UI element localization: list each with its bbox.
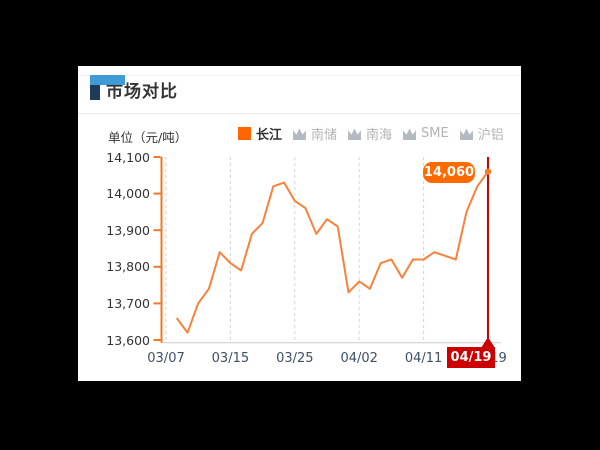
unit-label: 单位（元/吨） (108, 130, 188, 145)
legend-label: 沪铝 (477, 128, 504, 143)
mini-chart-icon (348, 128, 362, 140)
title-corner-bar-icon (90, 75, 125, 85)
legend-label: 南海 (366, 128, 393, 143)
legend-label: 长江 (256, 128, 283, 143)
y-axis-tick-label: 14,100 (106, 149, 150, 165)
card-top-divider (78, 75, 521, 76)
x-axis-tick-label: 03/25 (276, 351, 314, 366)
orange-square-icon (238, 127, 251, 140)
current-date-marker (480, 157, 495, 348)
mini-chart-icon (293, 128, 307, 140)
legend-item-sme[interactable]: SME (403, 126, 449, 141)
mini-chart-icon (403, 128, 417, 140)
last-point-dot (484, 168, 492, 175)
market-comparison-card: 市场对比 单位（元/吨） 长江 南储 南海 SME 沪铝 14,100 14,0… (78, 66, 521, 381)
y-axis-tick-label: 14,000 (106, 186, 150, 202)
legend-item-changjiang[interactable]: 长江 (238, 124, 282, 143)
title-corner-square-icon (90, 85, 100, 100)
page-title: 市场对比 (106, 82, 178, 102)
y-axis-tick-label: 13,800 (106, 259, 150, 275)
legend-item-nanchu[interactable]: 南储 (293, 124, 337, 143)
legend-label: 南储 (311, 128, 338, 143)
y-axis-tick-label: 13,700 (106, 295, 150, 311)
y-axis-tick-label: 13,900 (106, 222, 150, 238)
legend-item-nanhai[interactable]: 南海 (348, 124, 392, 143)
x-axis-tick-label: 03/15 (211, 351, 250, 366)
legend-item-hulv[interactable]: 沪铝 (459, 124, 504, 143)
current-date-badge: 04/19 (447, 347, 495, 368)
legend-label: SME (421, 126, 449, 141)
y-axis-tick-label: 13,600 (106, 332, 150, 348)
y-axis-line (153, 156, 163, 343)
title-divider (78, 113, 521, 114)
x-axis-tick-label: 03/07 (147, 351, 185, 366)
mini-chart-icon (459, 128, 473, 140)
x-axis-tick-label: 04/02 (340, 351, 378, 366)
x-axis-tick-label: 04/11 (404, 351, 443, 366)
series-line-changjiang (175, 171, 489, 334)
last-value-badge: 14,060 (423, 162, 475, 183)
gridlines (165, 157, 425, 343)
series-legend: 长江 南储 南海 SME 沪铝 (238, 124, 504, 143)
